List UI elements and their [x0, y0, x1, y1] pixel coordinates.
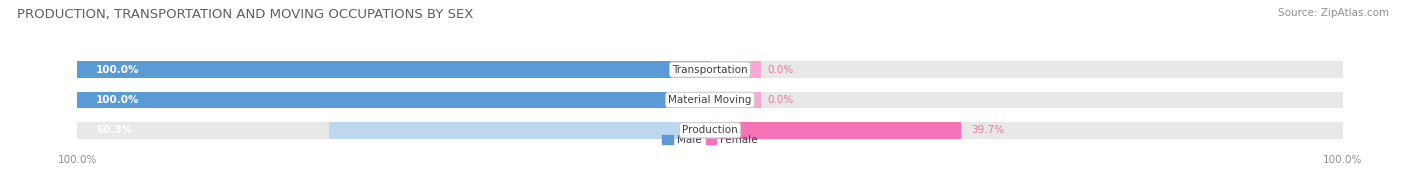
Text: Material Moving: Material Moving: [668, 95, 752, 105]
Text: 0.0%: 0.0%: [768, 65, 793, 75]
Text: 0.0%: 0.0%: [768, 95, 793, 105]
Legend: Male, Female: Male, Female: [658, 131, 762, 149]
Bar: [710, 61, 761, 78]
Bar: [77, 122, 1343, 139]
Bar: [329, 122, 710, 139]
Text: PRODUCTION, TRANSPORTATION AND MOVING OCCUPATIONS BY SEX: PRODUCTION, TRANSPORTATION AND MOVING OC…: [17, 8, 474, 21]
Text: 39.7%: 39.7%: [970, 125, 1004, 135]
Text: Source: ZipAtlas.com: Source: ZipAtlas.com: [1278, 8, 1389, 18]
Bar: [710, 122, 962, 139]
Text: Transportation: Transportation: [672, 65, 748, 75]
Bar: [77, 61, 1343, 78]
Text: 100.0%: 100.0%: [97, 95, 139, 105]
Bar: [77, 92, 710, 108]
Text: Production: Production: [682, 125, 738, 135]
Text: 100.0%: 100.0%: [97, 65, 139, 75]
Text: 60.3%: 60.3%: [97, 125, 132, 135]
Bar: [77, 61, 710, 78]
Bar: [710, 92, 761, 108]
Bar: [77, 92, 1343, 108]
